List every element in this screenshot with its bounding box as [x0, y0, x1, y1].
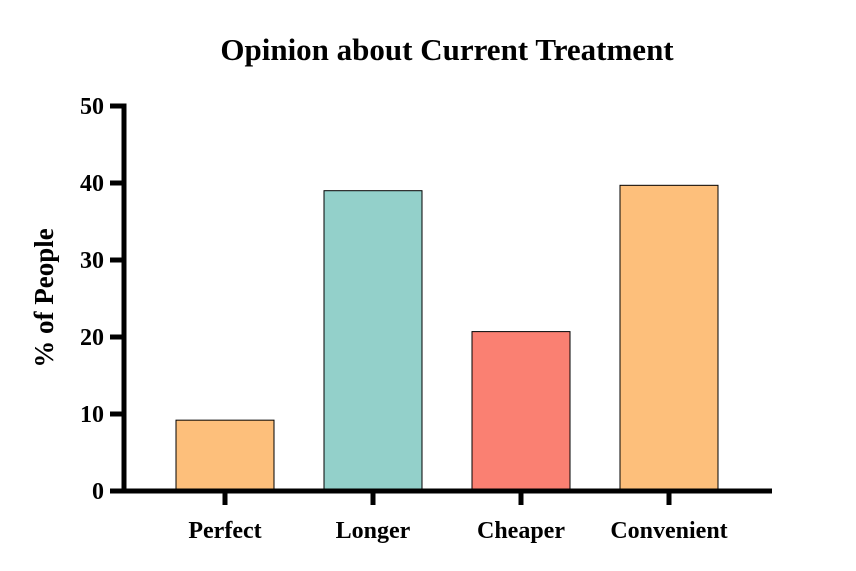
y-tick-label: 40 [80, 171, 104, 197]
y-axis-ticks: 0 10 20 30 40 50 [80, 94, 124, 505]
y-tick-label: 10 [80, 402, 104, 428]
bar-cheaper [471, 331, 571, 492]
x-tick-label-longer: Longer [336, 518, 411, 544]
y-tick-label: 50 [80, 94, 104, 120]
x-tick-label-perfect: Perfect [188, 518, 261, 544]
chart-title: Opinion about Current Treatment [220, 32, 674, 67]
bar-convenient [619, 184, 719, 492]
x-axis-ticks: Perfect Longer Cheaper Convenient [188, 491, 728, 544]
x-tick-label-cheaper: Cheaper [477, 518, 565, 544]
bar-perfect [175, 419, 275, 492]
y-tick-label: 0 [92, 479, 104, 505]
y-tick-label: 20 [80, 325, 104, 351]
bar-longer [323, 190, 423, 492]
y-axis-label: % of People [29, 228, 59, 367]
x-tick-label-convenient: Convenient [610, 518, 727, 544]
bars-group [175, 184, 719, 492]
y-tick-label: 30 [80, 248, 104, 274]
